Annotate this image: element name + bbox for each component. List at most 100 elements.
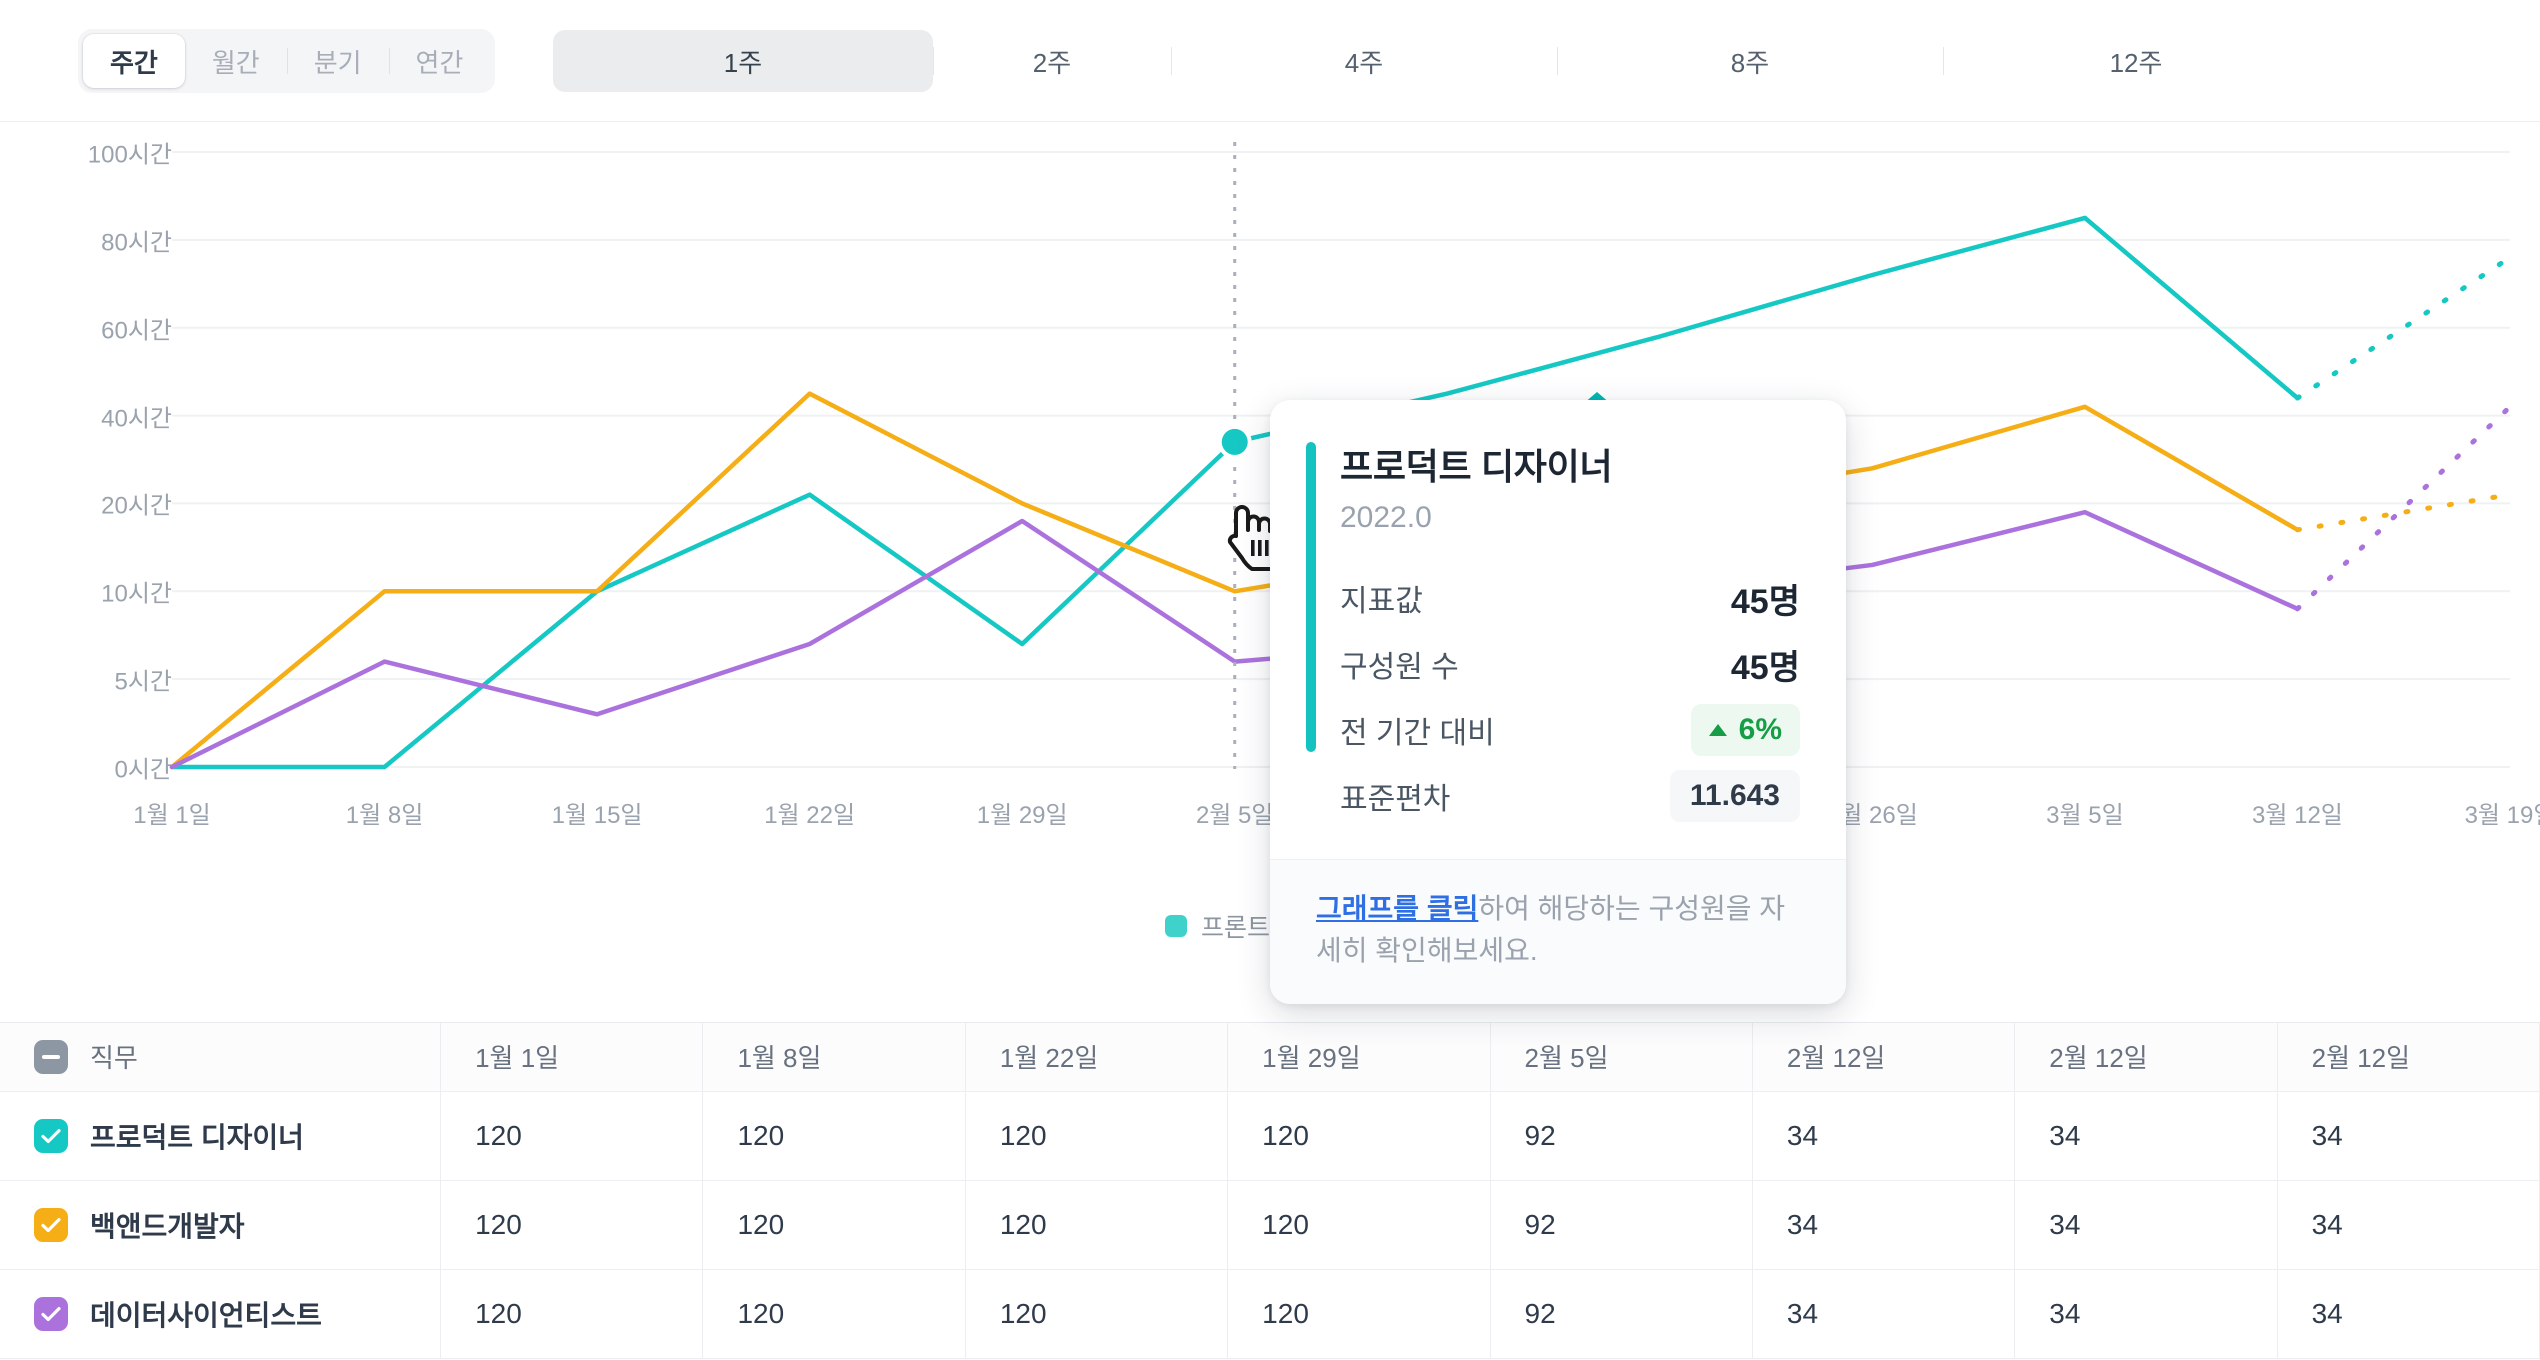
x-axis-tick-10: 3월 12일 [2252, 802, 2343, 829]
chart-tooltip[interactable]: 프로덕트 디자이너 2022.0 지표값 45명 구성원 수 45명 전 기간 … [1270, 400, 1846, 1004]
table-row[interactable]: 프로덕트 디자이너 120 120 120 120 92 34 34 34 [0, 1091, 2540, 1181]
tooltip-footer-link[interactable]: 그래프를 클릭 [1316, 893, 1479, 924]
tooltip-accent-bar [1306, 442, 1316, 752]
x-axis-tick-0: 1월 1일 [133, 802, 211, 829]
top-toolbar: 주간 월간 분기 연간 1주 2주 4주 8주 12주 [0, 0, 2540, 122]
range-4week[interactable]: 4주 [1171, 30, 1557, 92]
tooltip-key-members: 구성원 수 [1340, 651, 1459, 684]
table-cell-value: 34 [2014, 1180, 2278, 1270]
data-table-container: 직무 1월 1일 1월 8일 1월 22일 1월 29일 2월 5일 2월 12… [0, 1022, 2540, 1360]
x-axis-tick-2: 1월 15일 [551, 802, 643, 829]
table-header-col-0: 1월 1일 [440, 1023, 704, 1092]
y-axis-tick-5: 60시간 [101, 317, 172, 345]
table-header-col-5: 2월 12일 [1752, 1023, 2016, 1092]
tab-weekly[interactable]: 주간 [83, 34, 185, 88]
series-forecast-2 [2294, 404, 2513, 612]
y-axis-tick-1: 5시간 [114, 668, 172, 696]
table-cell-value: 34 [2277, 1180, 2540, 1270]
series-line-1[interactable] [169, 391, 2300, 770]
range-12week[interactable]: 12주 [1943, 30, 2329, 92]
y-axis-tick-6: 80시간 [101, 229, 172, 257]
table-cell-value: 92 [1490, 1180, 1753, 1270]
table-header-row: 직무 1월 1일 1월 8일 1월 22일 1월 29일 2월 5일 2월 12… [0, 1023, 2540, 1092]
range-selector[interactable]: 1주 2주 4주 8주 12주 [553, 30, 2329, 92]
tab-weekly-label: 주간 [110, 47, 158, 78]
tab-yearly-label: 연간 [415, 47, 464, 78]
table-cell-value: 120 [1227, 1269, 1491, 1359]
table-cell-value: 120 [1227, 1180, 1491, 1270]
table-cell-label: 데이터사이언티스트 [0, 1269, 442, 1359]
range-2week-label: 2주 [1032, 47, 1072, 78]
table-header-col-3: 1월 29일 [1227, 1023, 1491, 1092]
tooltip-key-change: 전 기간 대비 [1340, 717, 1495, 750]
y-axis-tick-0: 0시간 [114, 756, 172, 784]
tooltip-row-stddev: 표준편차 11.643 [1340, 763, 1800, 829]
legend-swatch-frontend [1165, 915, 1187, 937]
table-cell-value: 120 [702, 1180, 966, 1270]
row-label: 백앤드개발자 [90, 1210, 245, 1242]
tooltip-footer: 그래프를 클릭하여 해당하는 구성원을 자세히 확인해보세요. [1270, 859, 1846, 1004]
table-header-col-2: 1월 22일 [965, 1023, 1229, 1092]
tooltip-value-metric: 45명 [1730, 582, 1800, 621]
table-cell-label: 프로덕트 디자이너 [0, 1091, 442, 1181]
tooltip-row-change: 전 기간 대비 6% [1340, 697, 1800, 763]
table-cell-value: 120 [965, 1091, 1229, 1181]
tooltip-key-metric: 지표값 [1340, 585, 1423, 618]
row-checkbox[interactable] [34, 1207, 68, 1242]
y-axis-tick-3: 20시간 [101, 492, 172, 520]
x-axis-tick-3: 1월 22일 [764, 802, 856, 829]
table-cell-value: 92 [1490, 1091, 1753, 1181]
tooltip-rows: 지표값 45명 구성원 수 45명 전 기간 대비 6% 표준편차 11.64 [1340, 565, 1800, 829]
table-cell-value: 34 [2277, 1091, 2540, 1181]
table-header-first-label: 직무 [90, 1043, 138, 1074]
tab-yearly[interactable]: 연간 [388, 34, 491, 88]
series-forecast-0 [2294, 254, 2513, 401]
range-1week[interactable]: 1주 [553, 30, 933, 92]
table-cell-value: 34 [1752, 1091, 2016, 1181]
table-header-col-7: 2월 12일 [2277, 1023, 2540, 1092]
table-cell-value: 120 [440, 1180, 704, 1270]
tooltip-title: 프로덕트 디자이너 [1340, 446, 1613, 487]
granularity-segmented-control[interactable]: 주간 월간 분기 연간 [78, 29, 496, 93]
tooltip-value-change: 6% [1738, 713, 1782, 746]
tab-quarterly-label: 분기 [313, 47, 362, 78]
table-cell-value: 34 [2014, 1091, 2278, 1181]
table-cell-value: 120 [965, 1180, 1229, 1270]
tab-monthly-label: 월간 [211, 47, 260, 78]
x-axis-tick-9: 3월 5일 [2046, 802, 2124, 829]
table-cell-value: 120 [1227, 1091, 1491, 1181]
tooltip-row-metric: 지표값 45명 [1340, 565, 1800, 631]
hover-point[interactable] [1221, 428, 1248, 455]
table-body: 프로덕트 디자이너 120 120 120 120 92 34 34 34 백앤드개발자 120 12… [0, 1091, 2540, 1359]
tab-quarterly[interactable]: 분기 [286, 34, 389, 88]
table-cell-value: 34 [1752, 1269, 2016, 1359]
table-cell-value: 92 [1490, 1269, 1753, 1359]
tooltip-footer-text: 하여 해당하는 구성원을 자세히 확인해보세요. [1316, 893, 1786, 966]
y-axis-labels: 0시간 5시간 10시간 20시간 40시간 60시간 80시간 100시간 [0, 122, 172, 1022]
table-cell-value: 120 [440, 1091, 704, 1181]
y-axis-tick-4: 40시간 [101, 405, 172, 433]
tab-monthly[interactable]: 월간 [184, 34, 287, 88]
tooltip-value-members: 45명 [1730, 648, 1800, 687]
range-2week[interactable]: 2주 [933, 30, 1171, 92]
range-12week-label: 12주 [2109, 47, 2163, 78]
table-header-col-1: 1월 8일 [702, 1023, 966, 1092]
x-axis-tick-4: 1월 29일 [976, 802, 1068, 829]
range-1week-label: 1주 [723, 47, 763, 78]
table-header-col-4: 2월 5일 [1490, 1023, 1753, 1092]
table-header-col-6: 2월 12일 [2014, 1023, 2278, 1092]
row-checkbox[interactable] [34, 1118, 68, 1153]
row-label: 데이터사이언티스트 [90, 1299, 322, 1331]
tooltip-body: 프로덕트 디자이너 2022.0 지표값 45명 구성원 수 45명 전 기간 … [1270, 400, 1846, 859]
row-checkbox[interactable] [34, 1296, 68, 1331]
select-all-checkbox[interactable] [34, 1039, 68, 1074]
table-row[interactable]: 데이터사이언티스트 120 120 120 120 92 34 34 34 [0, 1269, 2540, 1359]
range-8week[interactable]: 8주 [1557, 30, 1943, 92]
data-table: 직무 1월 1일 1월 8일 1월 22일 1월 29일 2월 5일 2월 12… [0, 1023, 2540, 1359]
table-head: 직무 1월 1일 1월 8일 1월 22일 1월 29일 2월 5일 2월 12… [0, 1023, 2540, 1092]
table-row[interactable]: 백앤드개발자 120 120 120 120 92 34 34 34 [0, 1180, 2540, 1270]
series-line-2[interactable] [169, 509, 2300, 770]
row-label: 프로덕트 디자이너 [90, 1121, 304, 1153]
table-cell-value: 34 [2014, 1269, 2278, 1359]
x-axis-tick-1: 1월 8일 [345, 802, 424, 829]
